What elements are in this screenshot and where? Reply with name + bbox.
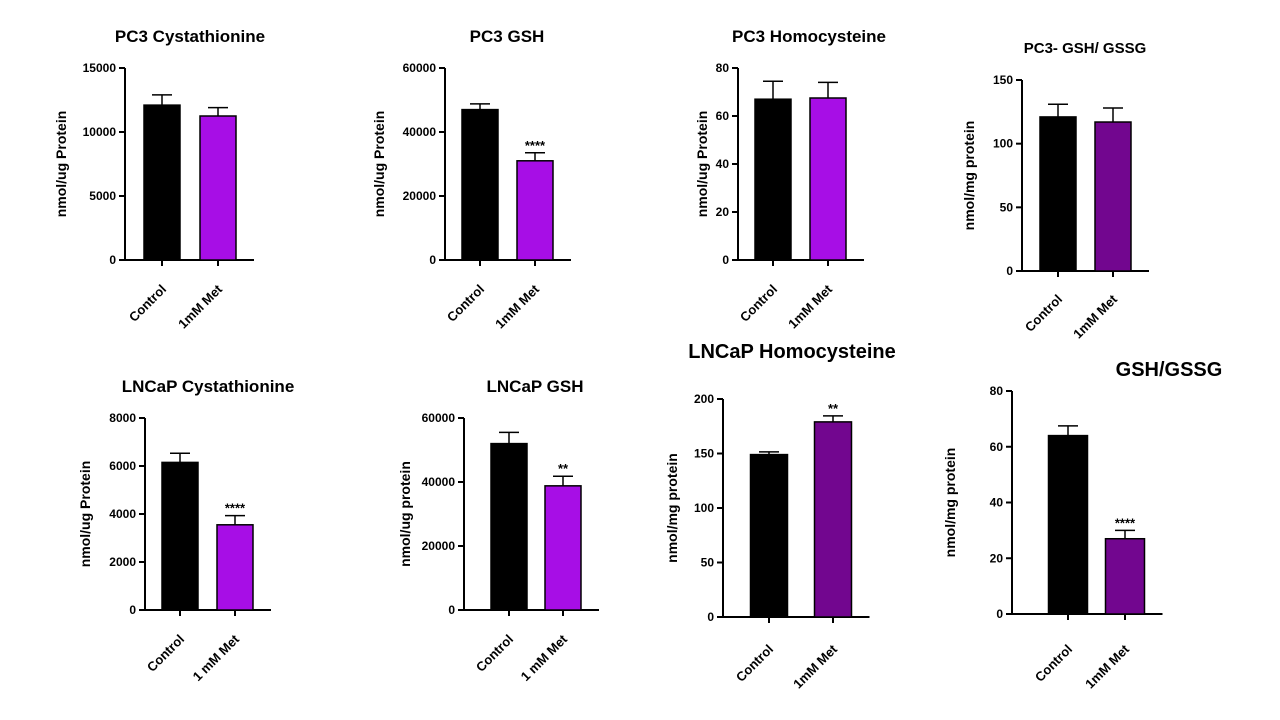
x-category-label: 1mM Met bbox=[1082, 641, 1132, 691]
bar-met bbox=[809, 97, 847, 261]
chart-6: LNCaP GSH 0 20000 40000 60000 nmol/ug protein… bbox=[397, 377, 599, 684]
y-axis-label: nmol/mg protein bbox=[664, 453, 680, 563]
chart-title: LNCaP Cystathionine bbox=[122, 377, 295, 396]
y-tick-label: 200 bbox=[694, 392, 714, 406]
y-tick-label: 150 bbox=[993, 73, 1013, 87]
x-category-label: Control bbox=[737, 282, 780, 325]
y-tick-label: 40 bbox=[990, 496, 1004, 510]
chart-title: LNCaP Homocysteine bbox=[688, 341, 895, 363]
chart-7: LNCaP Homocysteine 0 50 100 150 200 nmol/mg pr… bbox=[664, 341, 896, 691]
chart-3: PC3 Homocysteine 0 20 40 60 80 nmol/ug Protein… bbox=[694, 27, 886, 331]
x-category-label: 1mM Met bbox=[1070, 291, 1120, 341]
y-tick-label: 5000 bbox=[89, 189, 116, 203]
significance-label: ** bbox=[828, 401, 839, 416]
significance-label: **** bbox=[525, 138, 546, 153]
y-tick-label: 15000 bbox=[83, 61, 117, 75]
significance-label: ** bbox=[558, 461, 569, 476]
bar-met bbox=[1094, 121, 1132, 272]
y-axis-label: nmol/ug Protein bbox=[77, 461, 93, 568]
y-axis-label: nmol/mg protein bbox=[942, 448, 958, 558]
bar-control bbox=[490, 442, 528, 611]
chart-title: PC3 GSH bbox=[470, 27, 545, 46]
chart-1: PC3 Cystathionine 0 5000 10000 15000 nmol/ug … bbox=[53, 27, 265, 331]
chart-title: PC3- GSH/ GSSG bbox=[1024, 40, 1147, 57]
y-tick-label: 60 bbox=[716, 109, 730, 123]
bar-met bbox=[544, 485, 582, 611]
chart-title: LNCaP GSH bbox=[487, 377, 584, 396]
y-tick-label: 0 bbox=[722, 253, 729, 267]
y-tick-label: 40000 bbox=[422, 475, 456, 489]
y-tick-label: 150 bbox=[694, 447, 714, 461]
y-axis-label: nmol/ug Protein bbox=[694, 111, 710, 218]
y-tick-label: 6000 bbox=[109, 459, 136, 473]
y-tick-label: 0 bbox=[448, 603, 455, 617]
y-tick-label: 10000 bbox=[83, 125, 117, 139]
y-tick-label: 0 bbox=[129, 603, 136, 617]
bar-control bbox=[1039, 116, 1077, 272]
y-tick-label: 0 bbox=[429, 253, 436, 267]
y-axis-label: nmol/mg protein bbox=[961, 121, 977, 231]
y-tick-label: 100 bbox=[993, 137, 1013, 151]
y-tick-label: 20 bbox=[716, 205, 730, 219]
bar-met bbox=[813, 421, 853, 618]
chart-4: PC3- GSH/ GSSG 0 50 100 150 nmol/mg protein Co… bbox=[961, 40, 1149, 341]
y-tick-label: 0 bbox=[996, 607, 1003, 621]
bar-met bbox=[199, 115, 237, 261]
x-category-label: 1 mM Met bbox=[190, 631, 243, 684]
x-category-label: 1mM Met bbox=[790, 641, 840, 691]
chart-2: PC3 GSH 0 20000 40000 60000 nmol/ug Protein Co… bbox=[371, 27, 571, 331]
x-category-label: 1mM Met bbox=[785, 281, 835, 331]
significance-label: **** bbox=[1115, 515, 1136, 530]
bar-control bbox=[749, 453, 789, 618]
chart-8: GSH/GSSG 0 20 40 60 80 nmol/mg protein Control *… bbox=[942, 359, 1222, 691]
y-axis-label: nmol/ug protein bbox=[397, 461, 413, 567]
y-tick-label: 60000 bbox=[403, 61, 437, 75]
significance-label: **** bbox=[225, 501, 246, 516]
y-tick-label: 20000 bbox=[403, 189, 437, 203]
bar-control bbox=[461, 108, 499, 261]
x-category-label: Control bbox=[1032, 642, 1075, 685]
x-category-label: 1mM Met bbox=[492, 281, 542, 331]
x-category-label: 1 mM Met bbox=[518, 631, 571, 684]
y-tick-label: 80 bbox=[990, 384, 1004, 398]
y-tick-label: 0 bbox=[109, 253, 116, 267]
x-category-label: Control bbox=[444, 282, 487, 325]
y-tick-label: 40 bbox=[716, 157, 730, 171]
bar-control bbox=[161, 461, 199, 611]
y-tick-label: 4000 bbox=[109, 507, 136, 521]
y-tick-label: 50 bbox=[701, 556, 715, 570]
y-tick-label: 20 bbox=[990, 551, 1004, 565]
chart-title: PC3 Homocysteine bbox=[732, 27, 886, 46]
x-category-label: Control bbox=[733, 642, 776, 685]
y-tick-label: 40000 bbox=[403, 125, 437, 139]
x-category-label: 1mM Met bbox=[175, 281, 225, 331]
y-tick-label: 8000 bbox=[109, 411, 136, 425]
chart-5: LNCaP Cystathionine 0 2000 4000 6000 8000 nmol… bbox=[77, 377, 294, 684]
y-tick-label: 50 bbox=[1000, 200, 1014, 214]
y-tick-label: 60 bbox=[990, 440, 1004, 454]
y-axis-label: nmol/ug Protein bbox=[371, 111, 387, 218]
x-category-label: Control bbox=[126, 282, 169, 325]
y-tick-label: 60000 bbox=[422, 411, 456, 425]
y-tick-label: 0 bbox=[1006, 264, 1013, 278]
x-category-label: Control bbox=[1022, 292, 1065, 335]
x-category-label: Control bbox=[473, 632, 516, 675]
y-tick-label: 100 bbox=[694, 501, 714, 515]
y-tick-label: 20000 bbox=[422, 539, 456, 553]
bar-control bbox=[754, 98, 792, 261]
x-category-label: Control bbox=[144, 632, 187, 675]
y-tick-label: 0 bbox=[707, 610, 714, 624]
chart-title: GSH/GSSG bbox=[1116, 359, 1223, 381]
bar-control bbox=[1047, 434, 1089, 615]
bar-met bbox=[216, 524, 254, 611]
chart-title: PC3 Cystathionine bbox=[115, 27, 265, 46]
bar-met bbox=[516, 160, 554, 261]
bar-met bbox=[1104, 537, 1146, 615]
y-axis-label: nmol/ug Protein bbox=[53, 111, 69, 218]
y-tick-label: 80 bbox=[716, 61, 730, 75]
bar-control bbox=[143, 104, 181, 261]
y-tick-label: 2000 bbox=[109, 555, 136, 569]
